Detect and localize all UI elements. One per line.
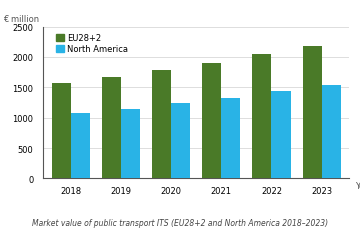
Bar [52, 83, 71, 179]
Legend: EU28+2, North America: EU28+2, North America [53, 30, 132, 57]
Text: Market value of public transport ITS (EU28+2 and North America 2018–2023): Market value of public transport ITS (EU… [32, 218, 328, 227]
Bar [271, 92, 291, 179]
Bar [102, 77, 121, 179]
Bar [71, 113, 90, 179]
Bar [202, 64, 221, 179]
Bar [171, 104, 190, 179]
Bar [302, 47, 321, 179]
Bar [121, 109, 140, 179]
Bar [321, 85, 341, 179]
Bar [152, 71, 171, 179]
Text: Year: Year [355, 182, 360, 191]
Bar [252, 55, 271, 179]
Bar [221, 98, 240, 179]
Text: € million: € million [3, 15, 40, 24]
